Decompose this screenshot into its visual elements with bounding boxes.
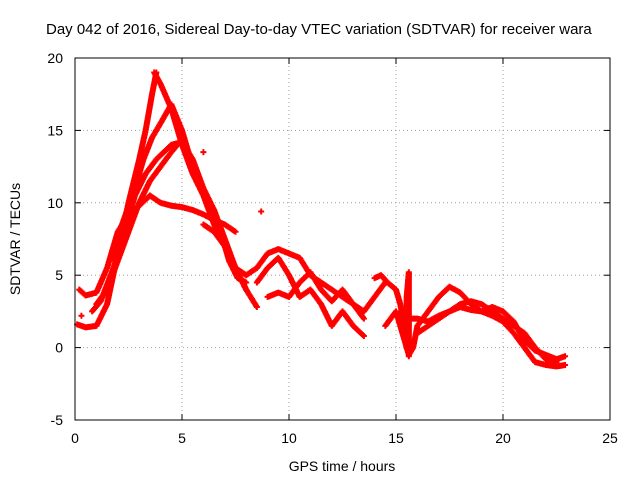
x-tick-label: 25 <box>602 430 618 446</box>
y-tick-label: 10 <box>47 195 63 211</box>
series-track-L <box>371 269 412 360</box>
data-point <box>562 361 569 368</box>
y-tick-label: 0 <box>55 340 63 356</box>
y-tick-label: -5 <box>51 412 64 428</box>
data-point <box>360 315 367 322</box>
series-isolated <box>78 149 265 319</box>
chart-title: Day 042 of 2016, Sidereal Day-to-day VTE… <box>46 21 592 38</box>
data-point <box>562 353 569 360</box>
x-tick-label: 20 <box>495 430 511 446</box>
data-point <box>200 149 207 156</box>
series-track-G <box>253 254 367 340</box>
x-axis-label: GPS time / hours <box>289 458 396 474</box>
x-tick-label: 5 <box>178 430 186 446</box>
series-track-F <box>200 221 389 315</box>
data-point <box>360 333 367 340</box>
data-point <box>405 353 412 360</box>
plot-frame <box>74 57 611 421</box>
data-point <box>176 138 183 145</box>
series-track-H <box>264 269 367 322</box>
data-point <box>243 286 250 293</box>
series-track-M <box>93 138 183 308</box>
data-points <box>74 69 569 370</box>
data-point <box>258 208 265 215</box>
x-tick-label: 15 <box>388 430 404 446</box>
data-point <box>553 359 560 366</box>
data-point <box>232 228 239 235</box>
x-tick-label: 0 <box>71 430 79 446</box>
y-axis-label: SDTVAR / TECUs <box>7 183 23 295</box>
y-tick-label: 5 <box>55 267 63 283</box>
y-tick-label: 20 <box>47 50 63 66</box>
series-track-K <box>414 298 560 366</box>
grid <box>75 58 610 420</box>
y-tick-label: 15 <box>47 122 63 138</box>
x-tick-label: 10 <box>281 430 297 446</box>
data-point <box>78 312 85 319</box>
axis-ticks: 0 5 10 15 20 25 -5 0 5 10 15 20 <box>47 50 618 446</box>
data-point <box>253 304 260 311</box>
